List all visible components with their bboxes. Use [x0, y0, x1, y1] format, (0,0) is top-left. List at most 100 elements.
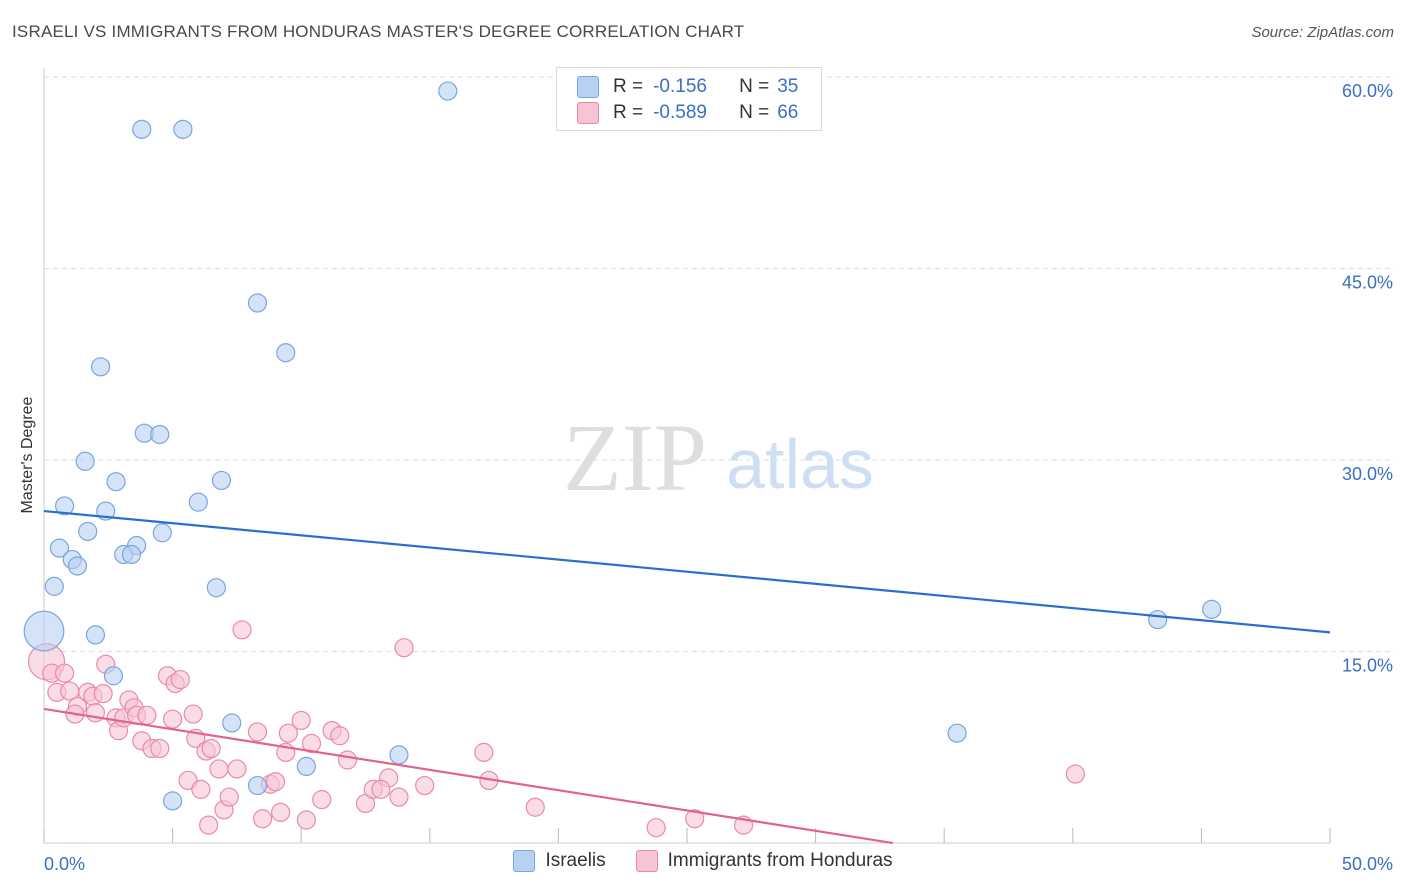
israelis-point	[438, 81, 458, 101]
honduras-point	[93, 684, 113, 704]
x-tick-label-max: 50.0%	[1342, 854, 1393, 874]
honduras-point	[137, 705, 157, 725]
chart-title: ISRAELI VS IMMIGRANTS FROM HONDURAS MAST…	[12, 22, 745, 41]
legend-r-value: -0.589	[653, 102, 707, 123]
y-tick-label: 15.0%	[1342, 656, 1393, 676]
series-honduras-points	[27, 620, 1085, 838]
tick-labels: 15.0% 30.0% 45.0% 60.0% 0.0% 50.0%	[44, 81, 1393, 874]
legend-r-label: R =	[613, 76, 644, 97]
trend-lines	[43, 509, 1331, 845]
israelis-point	[54, 496, 75, 516]
israelis-point	[188, 492, 208, 512]
y-tick-label: 30.0%	[1342, 464, 1393, 484]
honduras-point	[199, 815, 219, 835]
honduras-point	[209, 759, 229, 779]
honduras-point	[371, 779, 391, 799]
honduras-point	[685, 809, 705, 829]
legend-n-value: 66	[777, 102, 799, 123]
honduras-point	[253, 809, 273, 829]
watermark-zip: ZIP	[563, 404, 707, 511]
honduras-point	[337, 750, 358, 770]
honduras-point	[301, 733, 322, 754]
grid-lines	[44, 76, 1395, 652]
honduras-point	[296, 810, 316, 830]
israelis-point	[389, 745, 409, 765]
israelis-point	[44, 576, 64, 596]
legend-item-israelis[interactable]: Israelis	[513, 850, 606, 872]
israelis-point	[85, 625, 106, 645]
israelis-point	[222, 713, 242, 733]
israelis-point	[247, 775, 268, 796]
honduras-point	[191, 779, 211, 799]
honduras-point	[415, 775, 435, 796]
israelis-point	[211, 470, 232, 491]
israelis-point	[121, 544, 142, 565]
israelis-point	[106, 472, 126, 492]
honduras-point	[474, 742, 494, 762]
series-israelis-points	[23, 81, 1222, 811]
legend-swatch-blue	[513, 850, 536, 872]
legend-item-honduras[interactable]: Immigrants from Honduras	[635, 850, 893, 872]
israelis-point	[947, 723, 967, 743]
watermark: ZIP atlas	[563, 404, 874, 511]
honduras-point	[271, 802, 291, 822]
israelis-point	[49, 538, 70, 558]
israelis-point	[206, 578, 226, 598]
israelis-point	[150, 424, 170, 445]
israelis-point	[75, 451, 95, 471]
series-legend: Israelis Immigrants from Honduras	[0, 850, 1406, 872]
israelis-point	[276, 343, 296, 363]
legend-label-israelis: Israelis	[545, 850, 606, 871]
legend-r-label: R =	[613, 102, 644, 123]
honduras-point	[201, 738, 221, 759]
israelis-point	[103, 666, 124, 686]
israelis-point	[1148, 609, 1168, 630]
israelis-point	[23, 610, 65, 652]
israelis-point	[173, 119, 193, 139]
honduras-point	[389, 787, 409, 807]
y-tick-label: 45.0%	[1342, 273, 1393, 293]
israelis-trend-line	[43, 509, 1331, 634]
israelis-point	[1202, 599, 1222, 619]
israelis-point	[132, 119, 152, 139]
legend-n-label: N =	[739, 76, 770, 97]
honduras-point	[330, 726, 350, 746]
legend-r-value: -0.156	[653, 76, 707, 97]
israelis-point	[152, 523, 172, 543]
honduras-point	[1065, 764, 1085, 784]
israelis-point	[78, 521, 98, 542]
honduras-point	[247, 722, 268, 742]
legend-swatch-pink	[577, 102, 599, 124]
honduras-point	[54, 663, 75, 683]
honduras-point	[170, 669, 190, 690]
honduras-point	[278, 723, 298, 743]
honduras-point	[394, 638, 414, 658]
honduras-point	[219, 787, 239, 807]
legend-n-value: 35	[777, 76, 799, 97]
axes	[43, 68, 1331, 844]
honduras-point	[150, 738, 170, 759]
x-tick-label-min: 0.0%	[44, 854, 85, 874]
legend-row-honduras: R = -0.589 N = 66	[577, 100, 798, 126]
legend-row-israelis: R = -0.156 N = 35	[577, 74, 798, 100]
honduras-trend-line	[43, 707, 893, 845]
honduras-point	[291, 710, 311, 731]
israelis-point	[296, 756, 316, 777]
honduras-point	[312, 789, 332, 810]
honduras-point	[525, 797, 545, 817]
legend-n-label: N =	[739, 102, 770, 123]
israelis-point	[67, 556, 88, 576]
honduras-point	[265, 772, 286, 792]
israelis-point	[163, 791, 183, 811]
honduras-point	[227, 759, 247, 779]
legend-swatch-pink	[635, 850, 658, 872]
honduras-point	[646, 818, 666, 838]
stats-legend: R = -0.156 N = 35 R = -0.589 N = 66	[556, 67, 822, 131]
israelis-point	[247, 293, 268, 313]
israelis-point	[90, 357, 111, 377]
honduras-point	[163, 709, 183, 729]
honduras-point	[183, 704, 203, 724]
watermark-atlas: atlas	[726, 425, 874, 503]
y-tick-label: 60.0%	[1342, 81, 1393, 101]
